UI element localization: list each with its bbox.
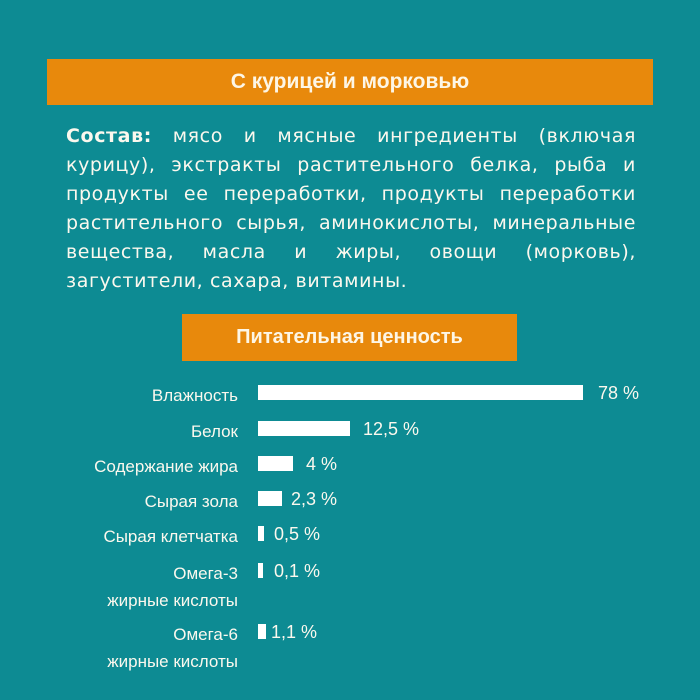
product-title-banner: С курицей и морковью [47,59,653,105]
row-label: Омега-3 жирные кислоты [107,564,238,610]
row-label: Содержание жира [94,457,238,476]
product-title: С курицей и морковью [230,70,470,93]
bar [258,421,350,436]
row-label: Сырая клетчатка [103,527,238,546]
composition-body: мясо и мясные ингредиенты (включая куриц… [66,125,636,292]
bar [258,624,266,639]
row-value: 1,1 % [271,622,318,642]
row-label: Влажность [151,386,238,405]
bar [258,385,583,400]
row-value: 4 % [306,454,338,474]
nutrition-title-banner: Питательная ценность [182,314,517,361]
row-value: 0,1 % [274,561,321,581]
nutrition-row-omega3: Омега-3 жирные кислоты 0,1 % [0,561,700,610]
row-value: 78 % [598,383,640,403]
nutrition-row-fat: Содержание жира 4 % [0,454,700,476]
nutrition-row-moisture: Влажность 78 % [0,383,700,405]
bar [258,491,282,506]
nutrition-row-fiber: Сырая клетчатка 0,5 % [0,524,700,546]
nutrition-row-omega6: Омега-6 жирные кислоты 1,1 % [0,622,700,671]
row-label: Сырая зола [144,492,238,511]
row-value: 2,3 % [291,489,338,509]
bar [258,563,263,578]
row-value: 12,5 % [363,419,420,439]
nutrition-row-ash: Сырая зола 2,3 % [0,489,700,511]
row-label: Белок [190,422,238,441]
nutrition-row-protein: Белок 12,5 % [0,419,700,441]
bar [258,456,293,471]
composition-label: Состав: [66,125,152,147]
bar [258,526,264,541]
row-label: Омега-6 жирные кислоты [107,625,238,671]
composition-text: Состав: мясо и мясные ингредиенты (включ… [66,122,636,296]
row-value: 0,5 % [274,524,321,544]
nutrition-title: Питательная ценность [236,326,463,348]
